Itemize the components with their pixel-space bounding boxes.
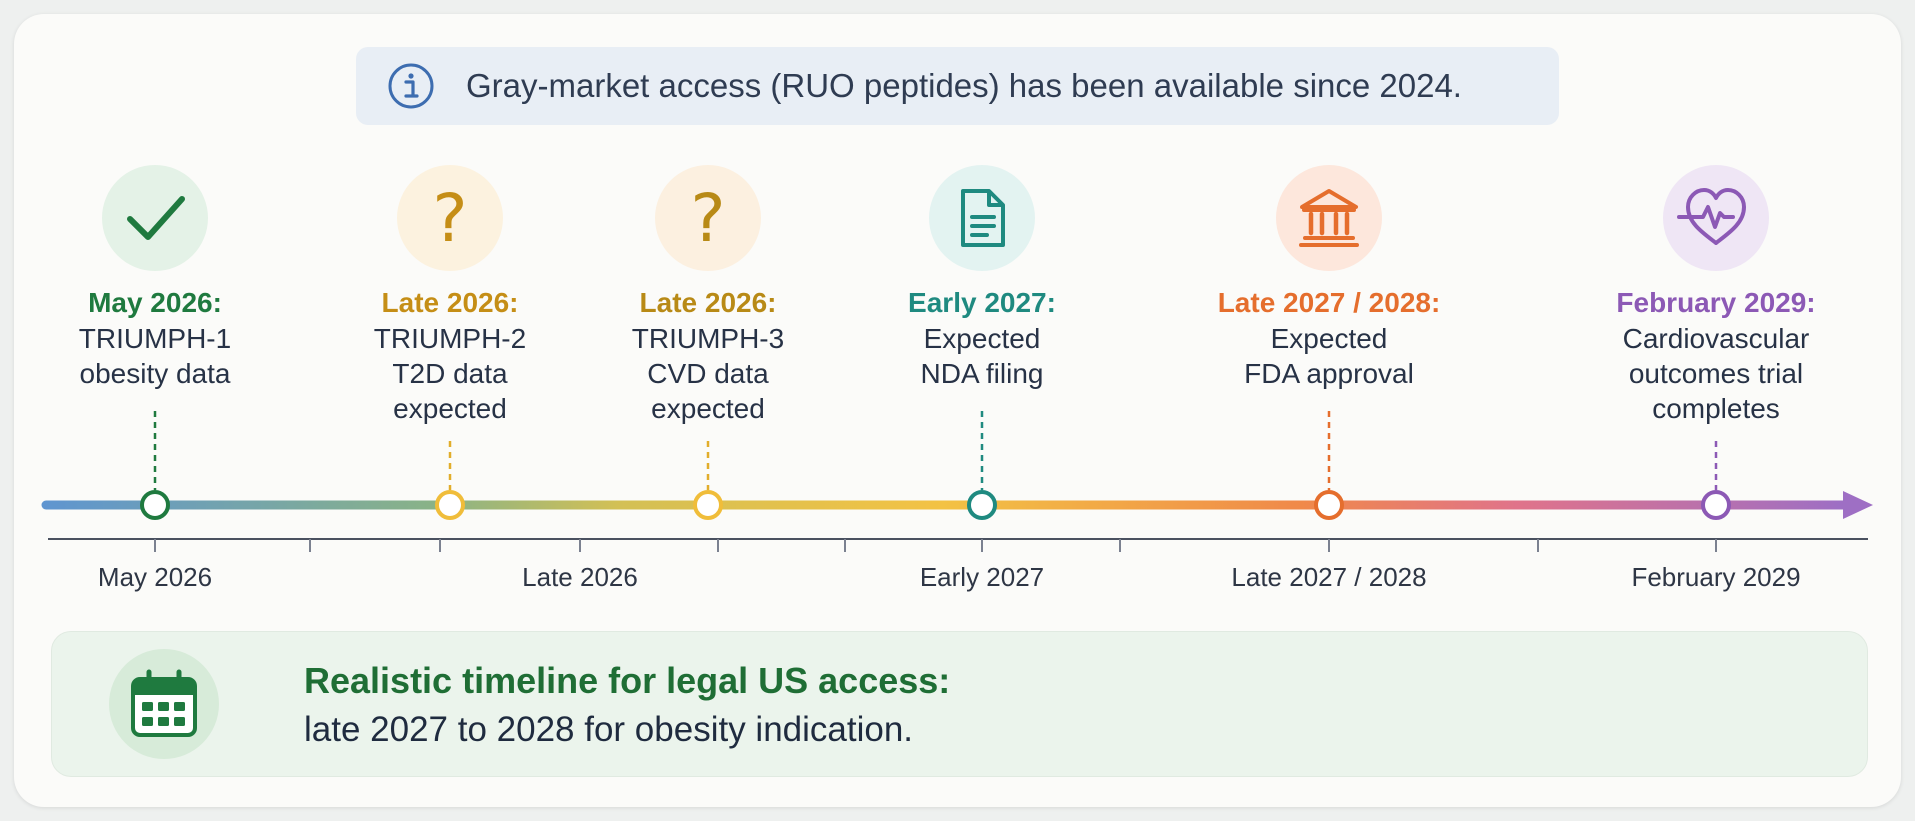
milestone-date: Early 2027:	[908, 287, 1056, 318]
svg-text:?: ?	[690, 180, 725, 257]
milestone-date: May 2026:	[88, 287, 222, 318]
timeline-marker	[435, 490, 465, 520]
milestone-desc-line: T2D data	[392, 358, 508, 389]
summary-title: Realistic timeline for legal US access:	[304, 660, 951, 701]
milestone-desc-line: Cardiovascular	[1622, 323, 1810, 354]
question-icon: ?	[432, 180, 467, 257]
axis-label-late-2027-2028: Late 2027 / 2028	[1231, 562, 1427, 592]
milestone-february-2029: February 2029: Cardiovascular outcomes t…	[1556, 165, 1876, 426]
milestone-early-2027: Early 2027: Expected NDA filing	[822, 165, 1142, 391]
milestone-date: Late 2026:	[639, 287, 777, 318]
axis-label-february-2029: February 2029	[1631, 562, 1801, 592]
axis-ticks	[154, 539, 1717, 552]
timeline-marker	[967, 490, 997, 520]
info-icon	[388, 63, 434, 109]
milestone-date: Late 2026:	[381, 287, 519, 318]
timeline-arrowhead	[1843, 491, 1873, 519]
milestone-desc-line: TRIUMPH-2	[373, 323, 527, 354]
milestone-desc-line: NDA filing	[920, 358, 1044, 389]
timeline-marker	[140, 490, 170, 520]
milestone-desc-line: TRIUMPH-1	[78, 323, 232, 354]
milestone-desc-line: expected	[393, 393, 507, 424]
calendar-icon	[131, 669, 197, 737]
info-banner: Gray-market access (RUO peptides) has be…	[356, 47, 1559, 125]
milestone-desc-line: Expected	[923, 323, 1041, 354]
connector-lines	[153, 411, 1718, 490]
summary-box: Realistic timeline for legal US access: …	[51, 631, 1868, 777]
axis-label-late-2026: Late 2026	[522, 562, 638, 592]
milestone-late-2026-cvd: ? Late 2026: TRIUMPH-3 CVD data expected	[548, 165, 868, 426]
summary-text: late 2027 to 2028 for obesity indication…	[304, 710, 914, 749]
timeline-marker	[693, 490, 723, 520]
check-icon	[127, 196, 185, 240]
milestone-may-2026: May 2026: TRIUMPH-1 obesity data	[0, 165, 315, 391]
question-icon: ?	[690, 180, 725, 257]
banner-text: Gray-market access (RUO peptides) has be…	[466, 67, 1462, 104]
milestone-late-2027-2028: Late 2027 / 2028: Expected FDA approval	[1169, 165, 1489, 391]
milestone-desc-line: obesity data	[79, 358, 231, 389]
milestone-desc-line: CVD data	[647, 358, 769, 389]
bank-icon	[1299, 189, 1359, 247]
heart-pulse-icon	[1677, 188, 1746, 245]
document-icon	[961, 189, 1005, 247]
milestone-desc-line: outcomes trial	[1628, 358, 1804, 389]
milestone-desc-line: TRIUMPH-3	[631, 323, 785, 354]
timeline-marker	[1314, 490, 1344, 520]
svg-text:?: ?	[432, 180, 467, 257]
milestone-date: Late 2027 / 2028:	[1217, 287, 1441, 318]
milestone-desc-line: completes	[1652, 393, 1780, 424]
milestone-desc-line: expected	[651, 393, 765, 424]
milestone-desc-line: FDA approval	[1244, 358, 1414, 389]
axis-label-early-2027: Early 2027	[919, 562, 1045, 592]
milestone-date: February 2029:	[1616, 287, 1816, 318]
milestone-late-2026-t2d: ? Late 2026: TRIUMPH-2 T2D data expected	[290, 165, 610, 426]
axis-label-may-2026: May 2026	[97, 562, 213, 592]
timeline-marker	[1701, 490, 1731, 520]
milestone-desc-line: Expected	[1270, 323, 1388, 354]
